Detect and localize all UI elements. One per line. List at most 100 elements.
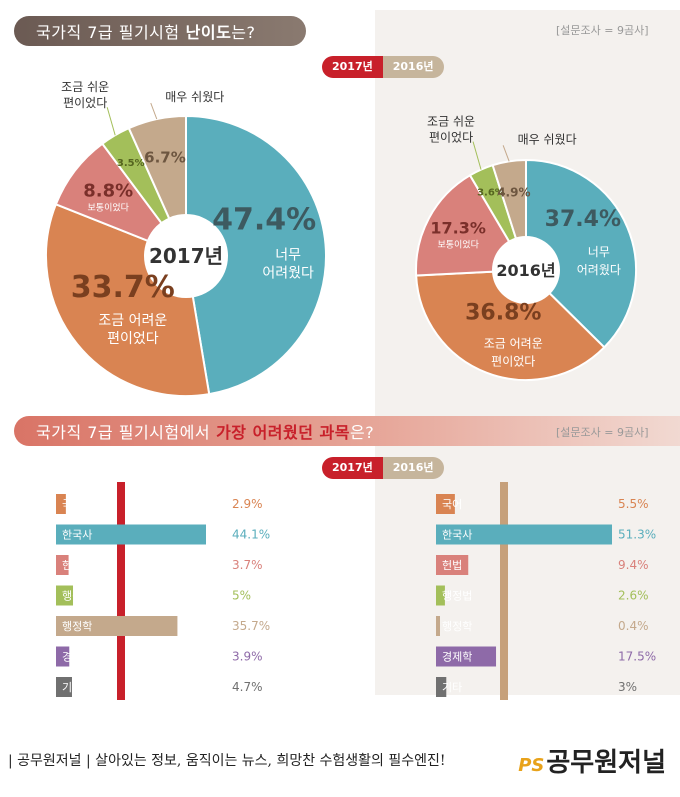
value-label-normal: 17.3% [430, 219, 486, 238]
bar-category-label: 한국사 [442, 529, 472, 542]
section1-survey-note: [설문조사 = 9곰사] [556, 24, 649, 37]
slice-very-hard [185, 114, 327, 396]
bar [56, 585, 74, 606]
outer-label-somewhat-easy: 조금 쉬운 [427, 115, 475, 129]
section1-title-suffix: 는? [231, 23, 256, 42]
slice-label-very-hard: 너무 [275, 247, 301, 263]
bar-value-label: 0.4% [618, 619, 649, 633]
pie-center-label: 2017년 [149, 244, 223, 268]
center-pole [117, 482, 125, 700]
bar [436, 646, 497, 667]
outer-label-somewhat-easy: 조금 쉬운 [61, 80, 109, 94]
value-label-somewhat-hard: 33.7% [71, 270, 175, 305]
bar-value-label: 51.3% [618, 528, 656, 542]
leader-line-very-easy [502, 145, 510, 162]
slice-label-normal: 보통이었다 [437, 239, 479, 251]
bar [56, 524, 206, 545]
value-label-very-easy: 4.9% [497, 186, 530, 200]
value-label-very-hard: 47.4% [212, 202, 316, 237]
bar-value-label: 5% [232, 589, 251, 603]
bar-value-label: 17.5% [618, 650, 656, 664]
toggle-2016[interactable]: 2016년 [382, 457, 444, 479]
bar-category-label: 행정학 [442, 620, 472, 633]
section2-title-bar: 국가직 7급 필기시험에서 가장 어려웠던 과목 은? [14, 416, 680, 446]
bar [436, 677, 447, 697]
value-label-normal: 8.8% [83, 180, 133, 201]
bar-value-label: 3% [618, 680, 637, 694]
slice-label-somewhat-hard: 조금 어려운 [98, 313, 167, 329]
leader-line-somewhat-easy [472, 141, 482, 170]
bar-value-label: 44.1% [232, 528, 270, 542]
bar-category-label: 헌법 [62, 559, 82, 572]
outer-label-very-easy: 매우 쉬웠다 [518, 132, 577, 146]
bar-value-label: 35.7% [232, 619, 270, 633]
bar-category-label: 헌법 [442, 559, 462, 572]
value-label-somewhat-easy: 3.5% [117, 158, 145, 169]
bar-value-label: 2.9% [232, 497, 263, 511]
bar-value-label: 5.5% [618, 497, 649, 511]
slice-label-somewhat-hard: 편이었다 [107, 331, 159, 347]
center-pole [500, 482, 508, 700]
bar [436, 555, 469, 575]
section2-survey-note: [설문조사 = 9곰사] [556, 426, 649, 439]
value-label-somewhat-easy: 3.6% [477, 188, 505, 199]
bar-category-label: 행정학 [62, 620, 92, 633]
bar-category-label: 행정법 [442, 590, 472, 603]
year-toggle-1[interactable]: 2017년 2016년 [322, 56, 444, 78]
footer: | 공무원저널 | 살아있는 정보, 움직이는 뉴스, 희망찬 수험생활의 필수… [0, 740, 680, 780]
bar-category-label: 기타 [62, 681, 82, 694]
bar-value-label: 4.7% [232, 680, 263, 694]
logo-text: 공무원저널 [546, 748, 666, 778]
pie-center-label: 2016년 [496, 261, 555, 280]
bar-value-label: 9.4% [618, 558, 649, 572]
bar [436, 616, 440, 636]
bar-value-label: 3.7% [232, 558, 263, 572]
bar [56, 555, 69, 575]
outer-label-somewhat-easy: 편이었다 [63, 96, 107, 110]
bar [56, 616, 178, 636]
pie-center-hole [492, 236, 560, 304]
bar-chart-2016: 국어 5.5% 한국사 51.3% 헌법 9.4% 행정법 2.6% 행정학 0.4% 경제학 17.… [436, 482, 656, 700]
footer-slogan: | 공무원저널 | 살아있는 정보, 움직이는 뉴스, 희망찬 수험생활의 필수… [8, 753, 446, 769]
slice-label-very-hard: 어려웠다 [577, 263, 621, 277]
toggle-2017[interactable]: 2017년 [322, 457, 383, 479]
bar-category-label: 한국사 [62, 529, 92, 542]
bar [436, 585, 445, 606]
leader-line-somewhat-easy [106, 107, 116, 136]
bar-category-label: 행정법 [62, 590, 92, 603]
toggle-2016[interactable]: 2016년 [382, 56, 444, 78]
pie-center-hole [144, 214, 228, 298]
slice-label-somewhat-hard: 조금 어려운 [484, 337, 543, 351]
outer-label-somewhat-easy: 편이었다 [429, 131, 473, 145]
slice-label-very-hard: 어려웠다 [262, 265, 314, 281]
bar-category-label: 기타 [442, 681, 462, 694]
value-label-very-hard: 37.4% [545, 207, 621, 232]
bar-category-label: 국어 [62, 498, 82, 511]
leader-line-very-easy [150, 102, 158, 120]
bar-charts-area: 국어 2.9% 한국사 44.1% 헌법 3.7% 행정법 5% 행정학 35.7% 경제학 3.9%… [56, 482, 656, 700]
section1-title-bar: 국가직 7급 필기시험 난이도 는? [14, 16, 306, 46]
logo-mark: PS [518, 755, 545, 776]
slice-somewhat-hard [415, 268, 606, 381]
slice-label-very-hard: 너무 [588, 245, 610, 259]
section1-title-prefix: 국가직 7급 필기시험 [36, 23, 180, 42]
brand-logo: PS공무원저널 [518, 742, 666, 779]
bar-chart-2017: 국어 2.9% 한국사 44.1% 헌법 3.7% 행정법 5% 행정학 35.7% 경제학 3.9%… [56, 482, 270, 700]
year-toggle-2[interactable]: 2017년 2016년 [322, 457, 444, 479]
toggle-2017[interactable]: 2017년 [322, 56, 383, 78]
bar [436, 494, 455, 514]
value-label-very-easy: 6.7% [144, 148, 186, 166]
value-label-somewhat-hard: 36.8% [465, 301, 541, 326]
slice-very-hard [525, 158, 637, 349]
bar-value-label: 2.6% [618, 589, 649, 603]
section2-title-prefix: 국가직 7급 필기시험에서 [36, 423, 211, 442]
bar [56, 494, 66, 514]
bar-category-label: 국어 [442, 498, 462, 511]
section2-title-highlight: 가장 어려웠던 과목 [216, 423, 350, 442]
bar-value-label: 3.9% [232, 650, 263, 664]
bar-category-label: 경제학 [442, 651, 472, 664]
section1-title-highlight: 난이도 [185, 23, 232, 42]
